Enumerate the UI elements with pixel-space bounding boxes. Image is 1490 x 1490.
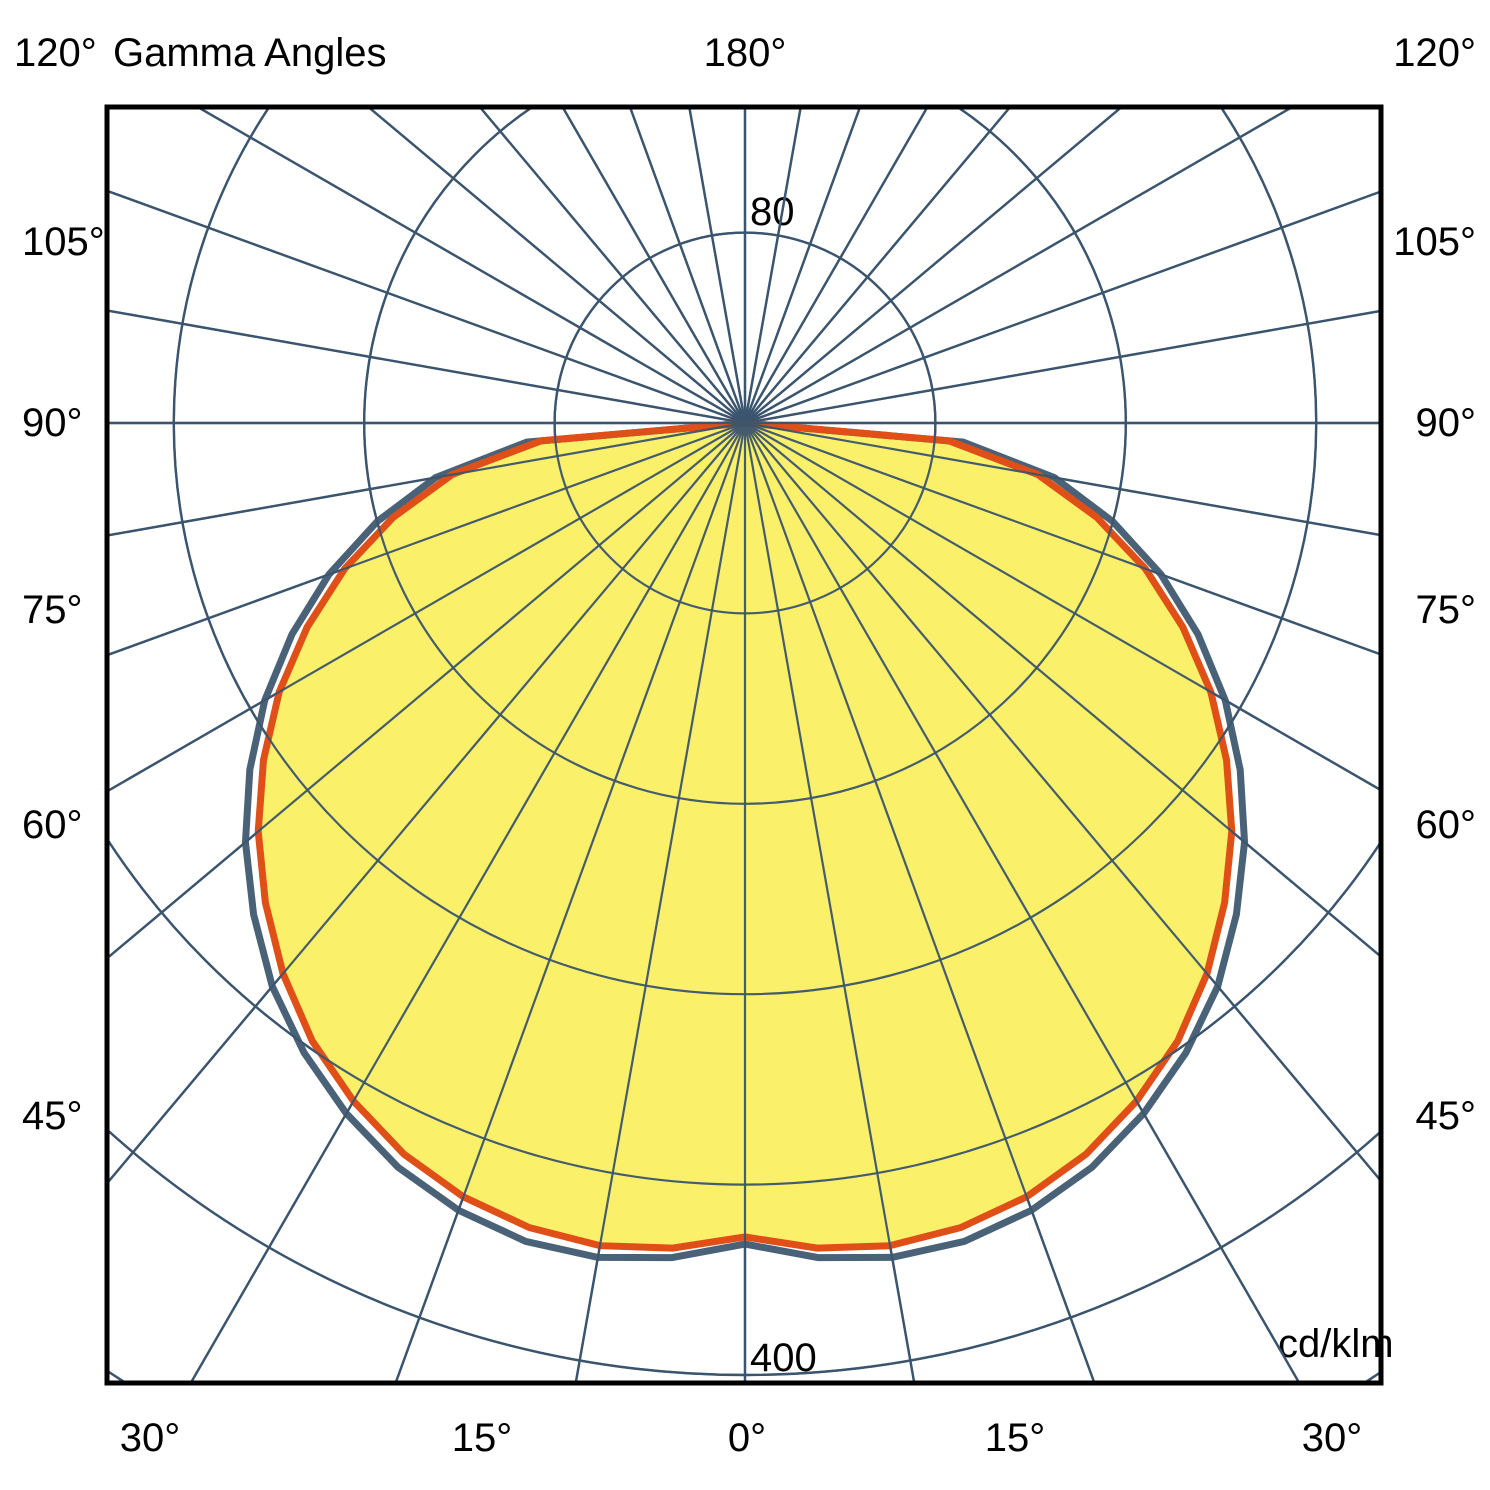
axis-label-right-45: 45° bbox=[1415, 1094, 1477, 1138]
axis-label-left-45: 45° bbox=[22, 1094, 83, 1138]
axis-label-bottom-15-right: 15° bbox=[984, 1416, 1046, 1460]
ring-label-400: 400 bbox=[750, 1336, 817, 1380]
axis-label-bottom-15-left: 15° bbox=[451, 1416, 513, 1460]
axis-label-bottom-30-right: 30° bbox=[1301, 1416, 1363, 1460]
chart-title: Gamma Angles bbox=[113, 31, 387, 75]
ring-label-80-upper: 80 bbox=[750, 190, 795, 234]
unit-label: cd/klm bbox=[1278, 1322, 1394, 1366]
axis-label-right-75: 75° bbox=[1415, 588, 1477, 632]
axis-label-top-left-120: 120° bbox=[14, 31, 97, 75]
axis-label-left-75: 75° bbox=[22, 588, 83, 632]
axis-label-right-105: 105° bbox=[1393, 220, 1476, 264]
axis-label-right-60: 60° bbox=[1415, 803, 1477, 847]
axis-label-right-90: 90° bbox=[1415, 401, 1477, 445]
axis-label-top-center-180: 180° bbox=[703, 31, 787, 75]
axis-label-bottom-0: 0° bbox=[727, 1416, 767, 1460]
axis-label-bottom-30-left: 30° bbox=[119, 1416, 181, 1460]
axis-label-left-90: 90° bbox=[22, 401, 83, 445]
axis-label-left-60: 60° bbox=[22, 803, 83, 847]
plot-frame bbox=[104, 104, 1384, 1386]
axis-label-top-right-120: 120° bbox=[1393, 31, 1476, 75]
axis-label-left-105: 105° bbox=[22, 220, 105, 264]
